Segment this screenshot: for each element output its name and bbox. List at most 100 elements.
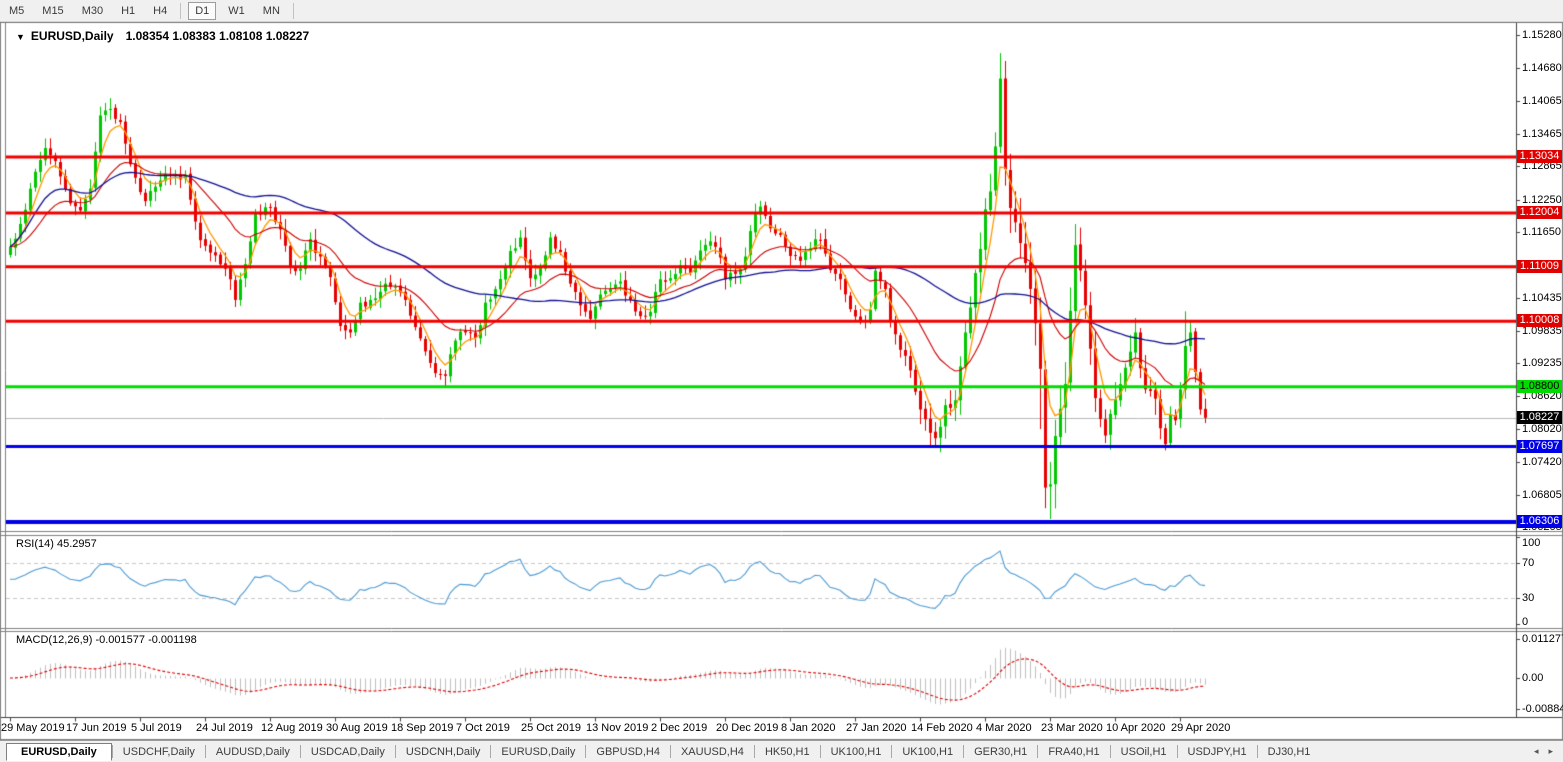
date-axis-label: 14 Feb 2020 <box>911 722 973 734</box>
macd-axis-tick: 0.011277 <box>1522 633 1563 645</box>
date-axis-label: 4 Mar 2020 <box>976 722 1032 734</box>
date-axis-label: 25 Oct 2019 <box>521 722 581 734</box>
price-axis-tick: 1.08020 <box>1522 423 1562 435</box>
price-axis-tick: 1.10435 <box>1522 292 1562 304</box>
tab-separator <box>1109 745 1111 758</box>
timeframe-button-d1[interactable]: D1 <box>188 1 217 20</box>
toolbar-separator <box>292 2 294 19</box>
chart-tab-hk50-h1[interactable]: HK50,H1 <box>764 745 810 758</box>
tab-separator <box>585 745 587 758</box>
rsi-axis-tick: 30 <box>1522 591 1535 604</box>
chart-tab-gbpusd-h4[interactable]: GBPUSD,H4 <box>596 745 660 758</box>
chart-tab-usdcad-daily[interactable]: USDCAD,Daily <box>310 745 385 758</box>
tab-separator <box>753 745 755 758</box>
chart-tab-ger30-h1[interactable]: GER30,H1 <box>974 745 1028 758</box>
chart-tab-dj30-h1[interactable]: DJ30,H1 <box>1267 745 1311 758</box>
tab-scroll-right-icon[interactable]: ▸ <box>1548 746 1553 756</box>
tab-scroll-arrows: ◂ ▸ <box>1534 746 1563 757</box>
chart-tab-usoil-h1[interactable]: USOil,H1 <box>1120 745 1167 758</box>
toolbar-separator <box>180 2 182 19</box>
chart-tab-usdchf-daily[interactable]: USDCHF,Daily <box>122 745 195 758</box>
chart-ohlc-values: 1.08354 1.08383 1.08108 1.08227 <box>125 29 310 43</box>
tab-separator <box>963 745 965 758</box>
rsi-axis-tick: 100 <box>1522 537 1541 549</box>
price-level-badge: 1.07697 <box>1517 439 1562 453</box>
chart-tab-usdcnh-daily[interactable]: USDCNH,Daily <box>405 745 481 758</box>
price-axis-tick: 1.12250 <box>1522 193 1562 206</box>
price-axis-tick: 1.14065 <box>1522 95 1562 108</box>
rsi-indicator-label: RSI(14) 45.2957 <box>16 538 97 550</box>
price-level-badge: 1.06306 <box>1517 514 1562 528</box>
rsi-axis-tick: 70 <box>1522 557 1535 570</box>
chart-tab-xauusd-h4[interactable]: XAUUSD,H4 <box>680 745 744 758</box>
macd-indicator-label: MACD(12,26,9) -0.001577 -0.001198 <box>16 634 197 646</box>
date-axis-label: 10 Apr 2020 <box>1106 722 1166 734</box>
price-axis-tick: 1.09235 <box>1522 357 1562 370</box>
price-axis-tick: 1.12865 <box>1522 160 1562 173</box>
chart-window: ▼ EURUSD,Daily 1.08354 1.08383 1.08108 1.0… <box>0 22 1563 740</box>
date-axis-label: 7 Oct 2019 <box>456 722 510 734</box>
tab-separator <box>819 745 821 758</box>
chart-tab-eurusd-daily[interactable]: EURUSD,Daily <box>6 742 112 761</box>
price-axis-tick: 1.06805 <box>1522 488 1562 501</box>
chart-tab-eurusd-daily[interactable]: EURUSD,Daily <box>501 745 576 758</box>
price-level-badge: 1.12004 <box>1517 205 1562 219</box>
chart-tab-uk100-h1[interactable]: UK100,H1 <box>830 745 882 758</box>
price-axis-tick: 1.07420 <box>1522 455 1562 468</box>
tab-separator <box>204 745 206 758</box>
rsi-axis-tick: 0 <box>1522 616 1529 628</box>
chart-title: ▼ EURUSD,Daily 1.08354 1.08383 1.08108 1.0… <box>16 29 309 43</box>
timeframe-button-w1[interactable]: W1 <box>228 4 245 17</box>
macd-axis-tick: 0.00 <box>1522 671 1544 684</box>
date-axis-label: 29 Apr 2020 <box>1171 722 1231 734</box>
price-axis-tick: 1.14680 <box>1522 61 1562 74</box>
price-axis-tick: 1.13465 <box>1522 127 1562 140</box>
tab-separator <box>490 745 492 758</box>
chart-tab-bar: EURUSD,Daily USDCHF,Daily AUDUSD,Daily USDC… <box>0 740 1563 762</box>
tab-separator <box>1176 745 1178 758</box>
date-axis-label: 20 Dec 2019 <box>716 722 779 734</box>
tab-separator <box>891 745 893 758</box>
symbol-dropdown-icon[interactable]: ▼ <box>16 32 25 42</box>
timeframe-button-m15[interactable]: M15 <box>42 4 64 17</box>
timeframe-toolbar: M5 M15 M30 H1 H4 D1 W1 MN <box>0 0 1563 22</box>
tab-separator <box>1037 745 1039 758</box>
chart-tab-fra40-h1[interactable]: FRA40,H1 <box>1048 745 1100 758</box>
price-level-badge: 1.11009 <box>1517 259 1562 273</box>
date-axis-label: 12 Aug 2019 <box>261 722 323 734</box>
price-level-badge: 1.08800 <box>1517 379 1562 393</box>
date-axis-label: 24 Jul 2019 <box>196 722 253 734</box>
chart-tab-usdjpy-h1[interactable]: USDJPY,H1 <box>1187 745 1247 758</box>
chart-symbol-label: EURUSD,Daily <box>30 29 114 43</box>
price-level-badge: 1.10008 <box>1517 314 1562 328</box>
price-level-badge: 1.13034 <box>1517 150 1562 164</box>
timeframe-button-h4[interactable]: H4 <box>153 4 168 17</box>
date-axis-label: 17 Jun 2019 <box>66 722 127 734</box>
date-axis-label: 30 Aug 2019 <box>326 722 388 734</box>
price-axis-tick: 1.11650 <box>1522 226 1561 239</box>
price-axis-tick: 1.08620 <box>1522 390 1562 403</box>
chart-tab-uk100-h1[interactable]: UK100,H1 <box>902 745 954 758</box>
tab-separator <box>1256 745 1258 758</box>
tab-separator <box>111 745 113 758</box>
timeframe-button-m30[interactable]: M30 <box>81 4 104 17</box>
timeframe-button-mn[interactable]: MN <box>262 4 280 17</box>
chart-canvas[interactable] <box>0 22 1563 740</box>
date-axis-label: 13 Nov 2019 <box>586 722 649 734</box>
date-axis-label: 29 May 2019 <box>1 722 65 734</box>
timeframe-button-m5[interactable]: M5 <box>9 4 25 17</box>
macd-axis-tick: -0.008845 <box>1522 702 1563 715</box>
tab-scroll-left-icon[interactable]: ◂ <box>1533 746 1539 756</box>
date-axis-label: 5 Jul 2019 <box>131 722 182 734</box>
timeframe-button-h1[interactable]: H1 <box>121 4 136 17</box>
price-axis-tick: 1.15280 <box>1522 29 1562 42</box>
tab-separator <box>299 745 301 758</box>
date-axis-label: 8 Jan 2020 <box>781 722 836 734</box>
date-axis-label: 23 Mar 2020 <box>1041 722 1103 734</box>
date-axis-label: 18 Sep 2019 <box>391 722 454 734</box>
date-axis-label: 27 Jan 2020 <box>846 722 907 734</box>
tab-separator <box>394 745 396 758</box>
tab-separator <box>669 745 671 758</box>
chart-tab-audusd-daily[interactable]: AUDUSD,Daily <box>215 745 290 758</box>
